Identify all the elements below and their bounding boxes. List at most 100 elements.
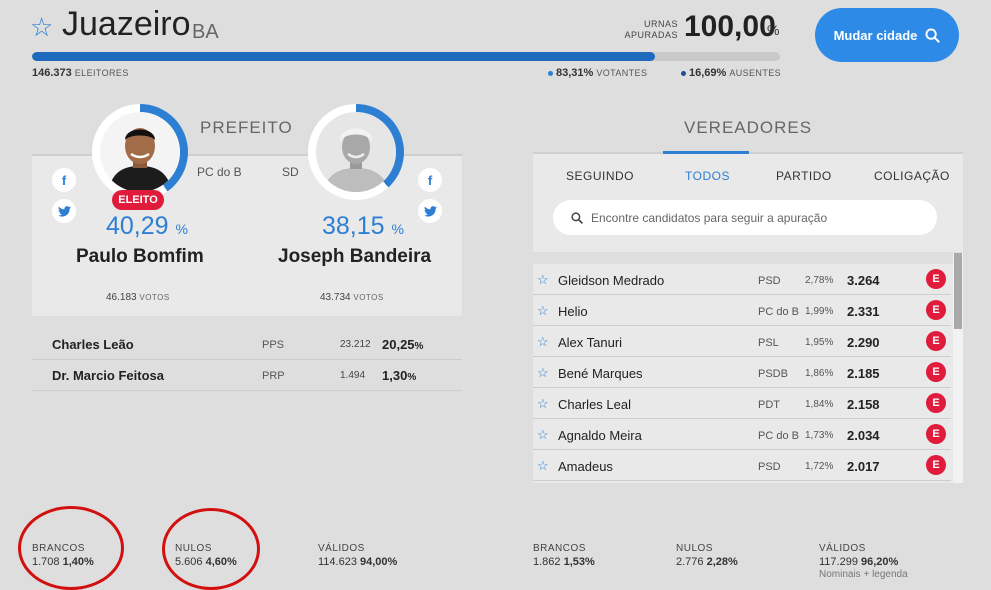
other-candidate-pct-value: 20,25 xyxy=(382,337,415,352)
vereadores-brancos: BRANCOS 1.862 1,53% xyxy=(533,543,595,569)
vereador-name: Amadeus xyxy=(558,459,613,474)
other-candidate-row[interactable]: Charles Leão PPS 23.212 20,25% xyxy=(32,329,462,360)
follow-star-icon[interactable]: ☆ xyxy=(537,458,549,473)
candidate-2-votes-value: 43.734 xyxy=(320,292,351,303)
vereador-row[interactable]: ☆ Charles Leal PDT 1,84% 2.158 E xyxy=(533,388,951,419)
ausentes-value: 16,69% xyxy=(689,67,727,79)
vereador-row[interactable]: ☆ Bené Marques PSDB 1,86% 2.185 E xyxy=(533,357,951,388)
candidate-1-twitter-icon[interactable] xyxy=(52,199,76,223)
candidate-2-party: SD xyxy=(282,165,299,179)
candidate-2-pct: 38,15 % xyxy=(322,212,404,241)
highlight-circle-nulos xyxy=(162,508,260,590)
tab-todos[interactable]: TODOS xyxy=(685,169,730,183)
brancos-pct: 1,53% xyxy=(563,555,595,568)
prefeito-validos: VÁLIDOS 114.623 94,00% xyxy=(318,543,397,569)
vereador-row[interactable]: ☆ Helio PC do B 1,99% 2.331 E xyxy=(533,295,951,326)
candidate-1-pct-sign: % xyxy=(175,221,188,237)
state-abbr: BA xyxy=(192,21,219,43)
candidate-2-votes: 43.734 VOTOS xyxy=(320,292,384,303)
search-icon xyxy=(925,27,941,43)
elected-badge: E xyxy=(926,269,946,289)
vereador-pct: 1,95% xyxy=(805,337,834,348)
other-candidate-row[interactable]: Dr. Marcio Feitosa PRP 1.494 1,30% xyxy=(32,360,462,391)
elected-badge: E xyxy=(926,300,946,320)
candidate-1-name[interactable]: Paulo Bomfim xyxy=(76,246,204,267)
candidate-2-twitter-icon[interactable] xyxy=(418,199,442,223)
votantes-dot xyxy=(548,70,553,76)
active-tab-indicator xyxy=(663,151,749,154)
validos-pct: 96,20% xyxy=(861,555,899,568)
vereador-party: PSDB xyxy=(758,368,788,380)
candidate-search-box[interactable] xyxy=(553,200,937,235)
follow-star-icon[interactable]: ☆ xyxy=(537,272,549,287)
vereador-party: PSL xyxy=(758,337,779,349)
candidate-2-pct-value: 38,15 xyxy=(322,212,385,240)
vereador-votes: 2.158 xyxy=(847,397,880,412)
validos-value: 117.299 xyxy=(819,555,858,568)
follow-star-icon[interactable]: ☆ xyxy=(537,303,549,318)
vereadores-scrollbar-thumb[interactable] xyxy=(954,253,962,329)
brancos-label: BRANCOS xyxy=(32,543,85,554)
validos-note: Nominais + legenda xyxy=(819,569,908,581)
vereador-row[interactable]: ☆ Alex Tanuri PSL 1,95% 2.290 E xyxy=(533,326,951,357)
candidate-2-name[interactable]: Joseph Bandeira xyxy=(278,246,432,267)
change-city-button[interactable]: Mudar cidade xyxy=(815,8,959,62)
twitter-bird-icon xyxy=(423,205,437,217)
elected-badge: E xyxy=(926,393,946,413)
vereador-pct: 1,84% xyxy=(805,399,834,410)
brancos-label: BRANCOS xyxy=(533,543,586,554)
candidate-1-votes: 46.183 VOTOS xyxy=(106,292,170,303)
candidate-2-pct-sign: % xyxy=(391,221,404,237)
vereador-pct: 1,73% xyxy=(805,430,834,441)
nulos-pct: 2,28% xyxy=(706,555,738,568)
vereador-party: PDT xyxy=(758,399,780,411)
candidate-1-facebook-icon[interactable]: f xyxy=(52,168,76,192)
change-city-label: Mudar cidade xyxy=(833,27,918,43)
tab-partido[interactable]: PARTIDO xyxy=(776,169,832,183)
prefeito-section-title: PREFEITO xyxy=(200,118,293,137)
person-photo-icon xyxy=(316,112,396,192)
follow-star-icon[interactable]: ☆ xyxy=(537,427,549,442)
vereador-row[interactable]: ☆ Agnaldo Meira PC do B 1,73% 2.034 E xyxy=(533,419,951,450)
other-candidate-pct-sign: % xyxy=(414,341,424,352)
vereador-row[interactable]: ☆ Amadeus PSD 1,72% 2.017 E xyxy=(533,450,951,481)
search-icon xyxy=(571,211,583,224)
ausentes-label: AUSENTES xyxy=(729,68,781,78)
elected-badge: E xyxy=(926,424,946,444)
candidate-1-party: PC do B xyxy=(197,165,242,179)
prefeito-brancos: BRANCOS 1.708 1,40% xyxy=(32,543,94,569)
candidate-search-input[interactable] xyxy=(591,210,921,225)
vereador-votes: 3.264 xyxy=(847,273,880,288)
vereador-name: Alex Tanuri xyxy=(558,335,623,350)
follow-city-star-icon[interactable]: ☆ xyxy=(30,12,54,42)
nulos-value: 2.776 xyxy=(676,555,704,568)
follow-star-icon[interactable]: ☆ xyxy=(537,365,549,380)
votantes-stat: 83,31% VOTANTES xyxy=(548,67,647,79)
vereador-name: Agnaldo Meira xyxy=(558,428,642,443)
candidate-1-photo[interactable] xyxy=(100,112,180,192)
candidate-2-facebook-icon[interactable]: f xyxy=(418,168,442,192)
other-candidate-votes: 1.494 xyxy=(340,370,366,381)
other-candidate-name: Dr. Marcio Feitosa xyxy=(52,368,164,383)
highlight-circle-brancos xyxy=(18,506,124,590)
vereador-votes: 2.290 xyxy=(847,335,880,350)
tab-coligacao[interactable]: COLIGAÇÃO xyxy=(874,169,950,183)
tab-seguindo[interactable]: SEGUINDO xyxy=(566,169,635,183)
eleitores-label: ELEITORES xyxy=(74,68,129,78)
vereador-row[interactable]: ☆ Gleidson Medrado PSD 2,78% 3.264 E xyxy=(533,264,951,295)
vereador-name: Charles Leal xyxy=(558,397,631,412)
vereador-party: PC do B xyxy=(758,306,799,318)
candidate-2-photo[interactable] xyxy=(316,112,396,192)
validos-label: VÁLIDOS xyxy=(819,543,866,554)
candidate-1-pct: 40,29 % xyxy=(106,212,188,241)
follow-star-icon[interactable]: ☆ xyxy=(537,396,549,411)
brancos-value: 1.862 xyxy=(533,555,561,568)
votantes-label: VOTANTES xyxy=(596,68,648,78)
vereador-party: PC do B xyxy=(758,430,799,442)
validos-label: VÁLIDOS xyxy=(318,543,365,554)
other-candidate-party: PPS xyxy=(262,339,285,351)
vereadores-scrollbar-track[interactable] xyxy=(953,253,963,483)
prefeito-nulos: NULOS 5.606 4,60% xyxy=(175,543,237,569)
follow-star-icon[interactable]: ☆ xyxy=(537,334,549,349)
nulos-pct: 4,60% xyxy=(205,555,237,568)
